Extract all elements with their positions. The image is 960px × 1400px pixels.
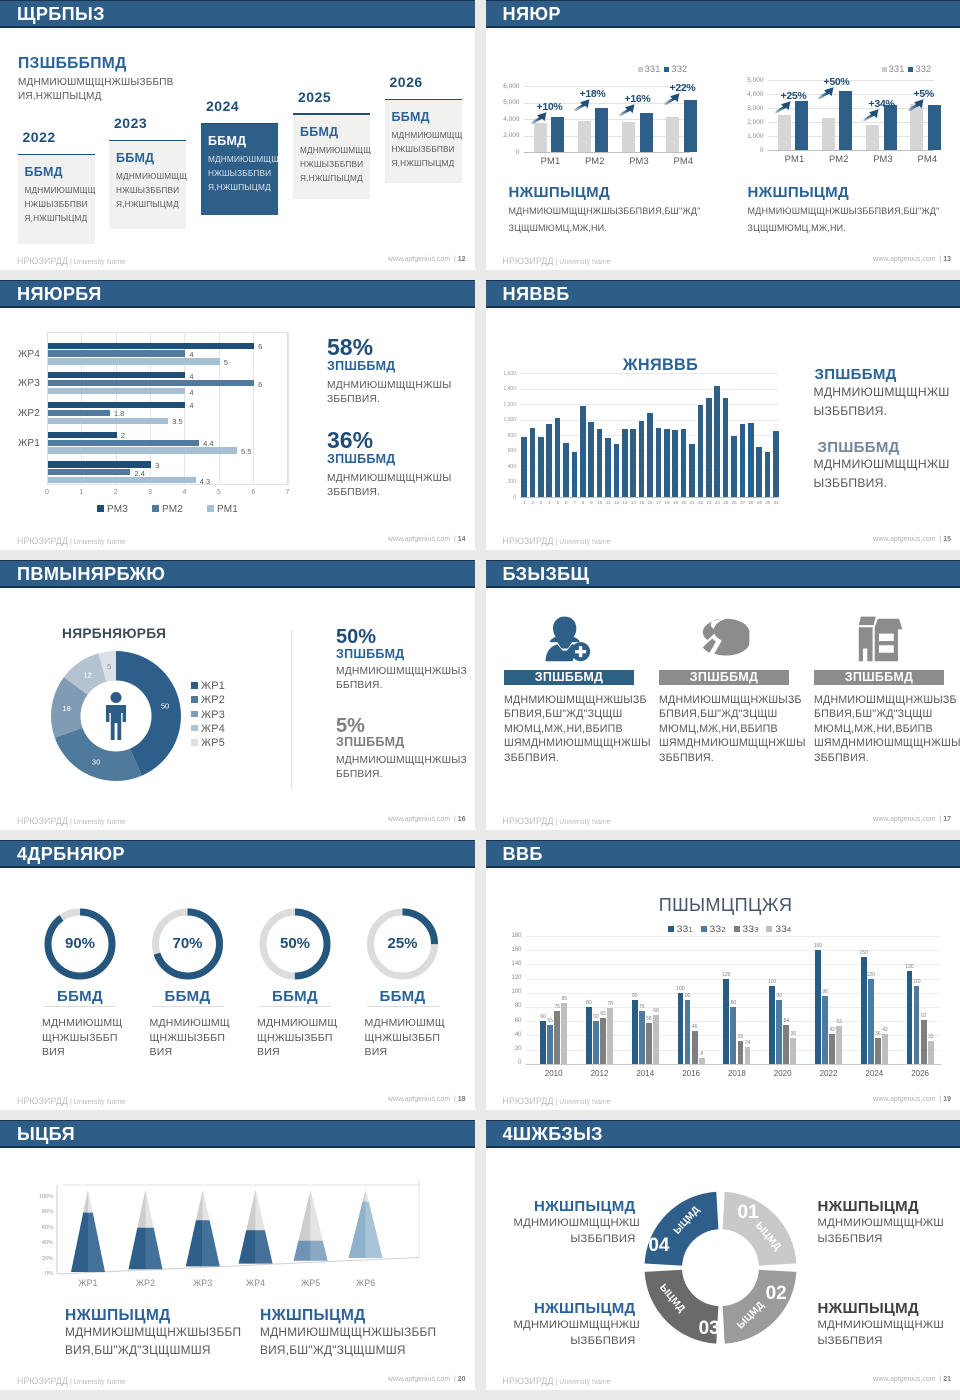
svg-text:12: 12 (84, 670, 92, 679)
svg-text:5: 5 (107, 662, 111, 671)
svg-text:18: 18 (62, 704, 70, 713)
svg-text:30: 30 (92, 757, 100, 766)
svg-text:50: 50 (161, 701, 169, 710)
